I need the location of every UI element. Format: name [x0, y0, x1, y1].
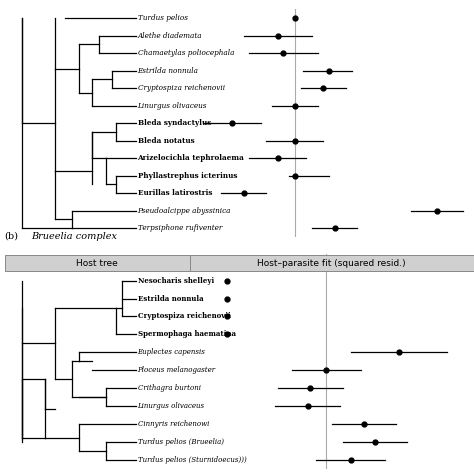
Text: Linurgus olivaceus: Linurgus olivaceus: [137, 402, 205, 410]
Text: Phyllastrephus icterinus: Phyllastrephus icterinus: [137, 172, 237, 180]
Text: Nesocharis shelleyi: Nesocharis shelleyi: [137, 276, 214, 284]
Text: Eurillas latirostris: Eurillas latirostris: [137, 189, 212, 197]
Text: Cryptospiza reichenovii: Cryptospiza reichenovii: [137, 84, 225, 92]
Text: Estrilda nonnula: Estrilda nonnula: [137, 67, 199, 75]
Text: Pseudoalcippe abyssinica: Pseudoalcippe abyssinica: [137, 207, 231, 215]
Bar: [5, 255, 190, 271]
Text: Euplectes capensis: Euplectes capensis: [137, 348, 205, 356]
Text: (b): (b): [5, 232, 19, 241]
Text: Turdus pelios: Turdus pelios: [137, 14, 188, 22]
Text: Chamaetylas poliocephala: Chamaetylas poliocephala: [137, 49, 234, 57]
Text: Turdus pelios (Sturnidoecus))): Turdus pelios (Sturnidoecus))): [137, 456, 246, 464]
Text: Linurgus olivaceus: Linurgus olivaceus: [137, 102, 207, 110]
Bar: [190, 255, 474, 271]
Text: Turdus pelios (Brueelia): Turdus pelios (Brueelia): [137, 438, 224, 447]
Text: Alethe diademata: Alethe diademata: [137, 32, 202, 40]
Text: Arizelocichla tephrolaema: Arizelocichla tephrolaema: [137, 154, 245, 162]
Text: Estrilda nonnula: Estrilda nonnula: [137, 294, 203, 302]
Text: Terpsiphone rufiventer: Terpsiphone rufiventer: [137, 224, 222, 232]
Text: Host tree: Host tree: [76, 259, 118, 268]
Text: Cryptospiza reichenovii: Cryptospiza reichenovii: [137, 312, 230, 320]
Text: Spermophaga haematina: Spermophaga haematina: [137, 330, 236, 338]
Text: Brueelia complex: Brueelia complex: [31, 232, 117, 241]
Text: Bleda syndactylus: Bleda syndactylus: [137, 119, 211, 127]
Text: Ploceus melanogaster: Ploceus melanogaster: [137, 366, 216, 374]
Text: Host–parasite fit (squared resid.): Host–parasite fit (squared resid.): [257, 259, 406, 268]
Text: Bleda notatus: Bleda notatus: [137, 137, 194, 145]
Text: Cinnyris reichenowi: Cinnyris reichenowi: [137, 420, 209, 428]
Text: Crithagra burtoni: Crithagra burtoni: [137, 384, 201, 392]
